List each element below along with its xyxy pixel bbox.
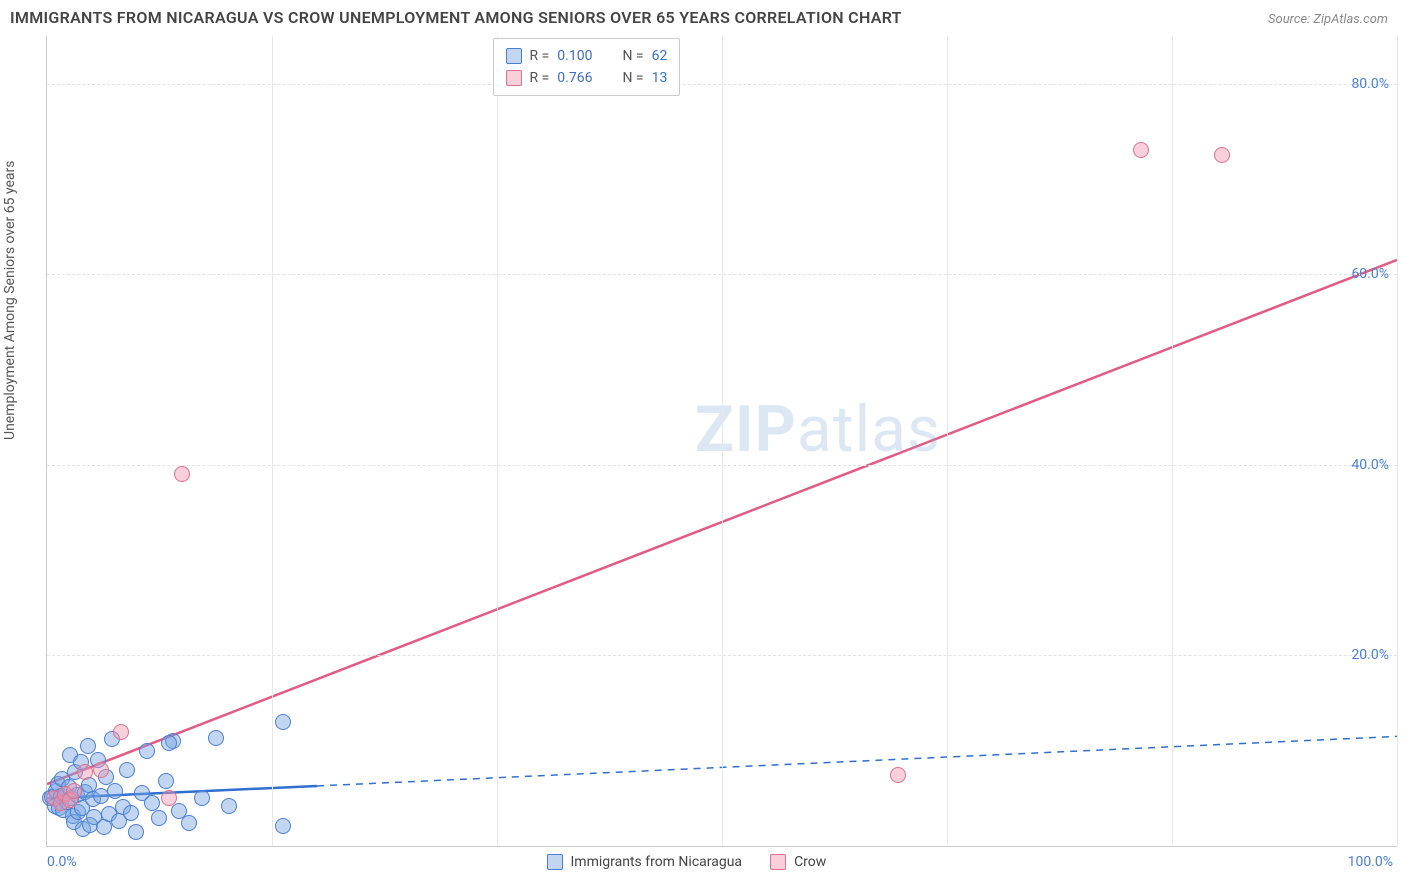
gridline-vertical (272, 36, 273, 846)
gridline-vertical (1397, 36, 1398, 846)
legend-swatch (770, 854, 786, 870)
legend-r-label: R = (530, 67, 550, 89)
legend-r-value: 0.100 (557, 45, 592, 67)
source-label: Source: ZipAtlas.com (1268, 12, 1388, 27)
scatter-point-nicaragua (107, 783, 123, 799)
legend-series: Immigrants from Nicaragua Crow (547, 854, 827, 870)
plot-area: ZIPatlas 20.0%40.0%60.0%80.0%0.0%100.0%R… (46, 36, 1397, 847)
legend-n-label: N = (622, 45, 643, 67)
scatter-point-nicaragua (80, 738, 96, 754)
scatter-point-nicaragua (275, 818, 291, 834)
legend-r-label: R = (530, 45, 550, 67)
legend-series-label: Immigrants from Nicaragua (571, 854, 743, 870)
gridline-vertical (1172, 36, 1173, 846)
watermark: ZIPatlas (695, 392, 941, 467)
legend-n-value: 13 (652, 67, 668, 89)
regression-line-nicaragua-dashed (317, 736, 1397, 786)
y-tick-label: 20.0% (1351, 647, 1389, 663)
scatter-point-crow (174, 466, 190, 482)
scatter-point-crow (890, 767, 906, 783)
legend-r-value: 0.766 (557, 67, 592, 89)
scatter-point-nicaragua (139, 743, 155, 759)
x-tick-label: 0.0% (47, 854, 77, 870)
scatter-point-nicaragua (158, 773, 174, 789)
legend-n-label: N = (622, 67, 643, 89)
scatter-point-nicaragua (119, 762, 135, 778)
chart-title: IMMIGRANTS FROM NICARAGUA VS CROW UNEMPL… (10, 8, 902, 27)
y-tick-label: 80.0% (1351, 76, 1389, 92)
legend-n-value: 62 (652, 45, 668, 67)
scatter-point-nicaragua (275, 714, 291, 730)
y-tick-label: 40.0% (1351, 457, 1389, 473)
legend-stats-row: R = 0.766 N = 13 (506, 67, 668, 89)
legend-stats: R = 0.100 N = 62 R = 0.766 N = 13 (493, 38, 681, 96)
legend-swatch (506, 70, 522, 86)
scatter-point-crow (1214, 147, 1230, 163)
scatter-point-crow (77, 764, 93, 780)
gridline-vertical (722, 36, 723, 846)
scatter-point-crow (161, 790, 177, 806)
legend-swatch (506, 48, 522, 64)
scatter-point-nicaragua (144, 795, 160, 811)
scatter-point-crow (93, 762, 109, 778)
legend-series-label: Crow (794, 854, 826, 870)
y-axis-label: Unemployment Among Seniors over 65 years (2, 161, 18, 441)
y-tick-label: 60.0% (1351, 266, 1389, 282)
legend-swatch (547, 854, 563, 870)
scatter-point-nicaragua (123, 805, 139, 821)
gridline-vertical (947, 36, 948, 846)
scatter-point-nicaragua (161, 735, 177, 751)
scatter-point-nicaragua (181, 815, 197, 831)
scatter-point-nicaragua (151, 810, 167, 826)
scatter-point-crow (1133, 142, 1149, 158)
scatter-point-nicaragua (208, 730, 224, 746)
scatter-point-crow (113, 724, 129, 740)
legend-series-item: Crow (770, 854, 826, 870)
legend-stats-row: R = 0.100 N = 62 (506, 45, 668, 67)
scatter-point-nicaragua (128, 824, 144, 840)
watermark-zip: ZIP (695, 392, 797, 467)
scatter-point-nicaragua (221, 798, 237, 814)
legend-series-item: Immigrants from Nicaragua (547, 854, 743, 870)
scatter-point-nicaragua (194, 790, 210, 806)
scatter-point-crow (66, 783, 82, 799)
gridline-vertical (497, 36, 498, 846)
watermark-atlas: atlas (797, 392, 941, 467)
x-tick-label: 100.0% (1348, 854, 1393, 870)
